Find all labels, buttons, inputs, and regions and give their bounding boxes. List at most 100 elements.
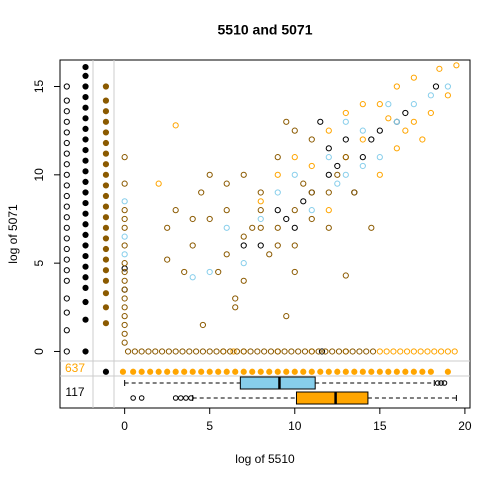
point <box>102 320 110 327</box>
point <box>63 267 70 274</box>
point <box>102 256 110 263</box>
point <box>291 127 298 134</box>
point <box>181 268 188 276</box>
point <box>63 224 70 231</box>
point <box>431 348 438 355</box>
point <box>121 339 128 346</box>
point <box>419 136 426 143</box>
point <box>274 189 281 196</box>
point <box>424 348 431 355</box>
point <box>102 368 110 375</box>
point <box>121 180 128 187</box>
point <box>257 215 264 223</box>
point <box>223 224 230 231</box>
point <box>63 256 70 263</box>
point <box>325 368 332 375</box>
outlier <box>188 395 194 401</box>
y-tick-label: 5 <box>32 259 46 266</box>
point <box>240 260 247 267</box>
box <box>295 391 369 405</box>
point <box>261 348 268 355</box>
point <box>189 242 196 249</box>
point <box>288 348 295 355</box>
point <box>102 214 110 221</box>
point <box>172 348 179 355</box>
point <box>121 260 128 267</box>
point <box>121 154 128 161</box>
outlier <box>183 395 189 401</box>
point <box>300 198 307 205</box>
point <box>274 171 281 178</box>
outlier <box>172 395 179 401</box>
point <box>102 235 110 242</box>
point <box>223 207 230 214</box>
point <box>102 203 110 210</box>
point <box>334 368 341 375</box>
point <box>427 368 434 375</box>
point <box>274 348 281 355</box>
point <box>322 348 329 355</box>
point <box>410 101 417 108</box>
point <box>393 83 400 90</box>
point <box>82 199 89 207</box>
point <box>308 348 315 355</box>
point <box>186 348 193 355</box>
point <box>82 83 89 90</box>
point <box>63 214 70 221</box>
point <box>451 348 458 355</box>
point <box>325 154 332 161</box>
y-tick-label: 0 <box>32 348 46 355</box>
point <box>402 368 409 375</box>
point <box>198 368 205 375</box>
point <box>393 368 400 375</box>
plot-frame <box>59 59 471 409</box>
point <box>232 304 239 311</box>
point <box>291 268 298 276</box>
point <box>121 295 128 302</box>
point <box>82 284 89 291</box>
point <box>410 118 417 125</box>
point <box>63 245 70 253</box>
point <box>301 348 309 355</box>
point <box>376 127 383 134</box>
point <box>189 215 196 223</box>
point <box>419 368 426 375</box>
point <box>102 277 110 284</box>
point <box>223 368 230 375</box>
point <box>82 146 89 154</box>
point <box>119 368 127 375</box>
point <box>359 127 366 134</box>
point <box>291 368 298 375</box>
point <box>342 118 349 125</box>
point <box>164 368 171 375</box>
point <box>82 115 89 122</box>
point <box>227 348 234 355</box>
point <box>220 348 227 355</box>
point <box>82 136 89 143</box>
point <box>393 118 400 125</box>
point <box>342 154 349 161</box>
point <box>308 189 315 196</box>
point <box>121 304 128 311</box>
point <box>63 295 70 302</box>
point <box>102 182 110 189</box>
point <box>102 224 110 231</box>
point <box>82 242 89 249</box>
point <box>82 178 89 185</box>
point <box>213 348 220 355</box>
outlier <box>130 395 136 401</box>
point <box>206 171 213 178</box>
point <box>102 83 110 90</box>
point <box>82 157 89 164</box>
point <box>444 368 451 375</box>
point <box>172 207 179 214</box>
point <box>291 224 298 231</box>
point <box>274 154 281 161</box>
point <box>342 171 349 178</box>
point <box>390 348 397 355</box>
point <box>102 97 110 104</box>
point <box>121 224 128 231</box>
point <box>121 198 128 205</box>
point <box>295 348 302 355</box>
point <box>359 162 366 170</box>
